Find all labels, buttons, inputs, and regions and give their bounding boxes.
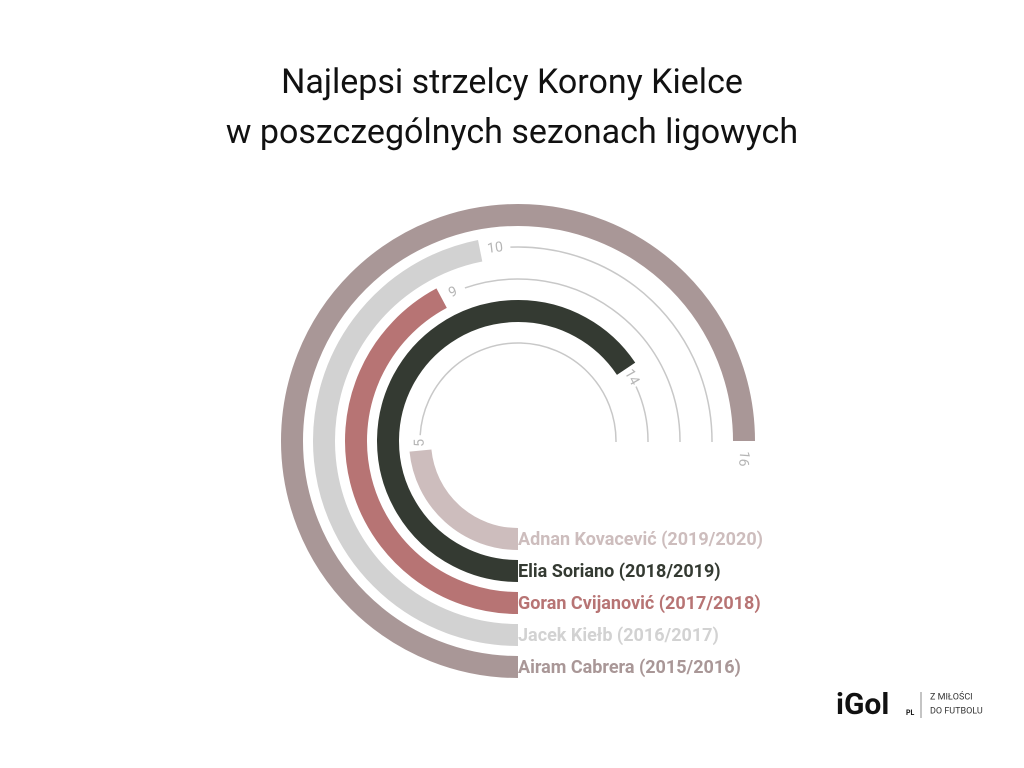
category-label: Jacek Kiełb (2016/2017)	[518, 625, 719, 646]
logo-badge: PL	[906, 709, 915, 717]
logo-tagline: DO FUTBOLU	[930, 706, 983, 716]
value-label: 5	[412, 439, 428, 447]
logo-name: iGol	[836, 687, 889, 722]
guide-arc	[510, 246, 713, 442]
value-label: 16	[735, 450, 752, 467]
bar	[409, 449, 519, 550]
guide-arc	[419, 342, 617, 442]
value-label: 9	[446, 283, 460, 301]
guide-arc	[464, 278, 681, 442]
value-label: 10	[486, 239, 504, 257]
bar	[345, 288, 519, 614]
category-label: Elia Soriano (2018/2019)	[518, 561, 721, 582]
category-label: Airam Cabrera (2015/2016)	[518, 657, 741, 678]
bar	[281, 204, 755, 678]
bar	[377, 300, 636, 582]
category-label: Goran Cvijanović (2017/2018)	[518, 593, 761, 614]
chart-title: w poszczególnych sezonach ligowych	[226, 112, 798, 152]
value-label: 14	[621, 367, 643, 389]
category-label: Adnan Kovacević (2019/2020)	[518, 529, 763, 550]
logo-tagline: Z MIŁOŚCI	[930, 690, 973, 702]
chart-title: Najlepsi strzelcy Korony Kielce	[281, 62, 743, 102]
guide-arc	[635, 386, 649, 442]
bar	[313, 239, 519, 646]
